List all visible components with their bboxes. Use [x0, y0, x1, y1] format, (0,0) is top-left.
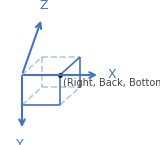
Text: Y: Y	[16, 138, 24, 145]
Text: Z: Z	[40, 0, 48, 12]
Text: X: X	[108, 68, 117, 81]
Text: (Right, Back, Bottom: (Right, Back, Bottom	[63, 78, 160, 88]
